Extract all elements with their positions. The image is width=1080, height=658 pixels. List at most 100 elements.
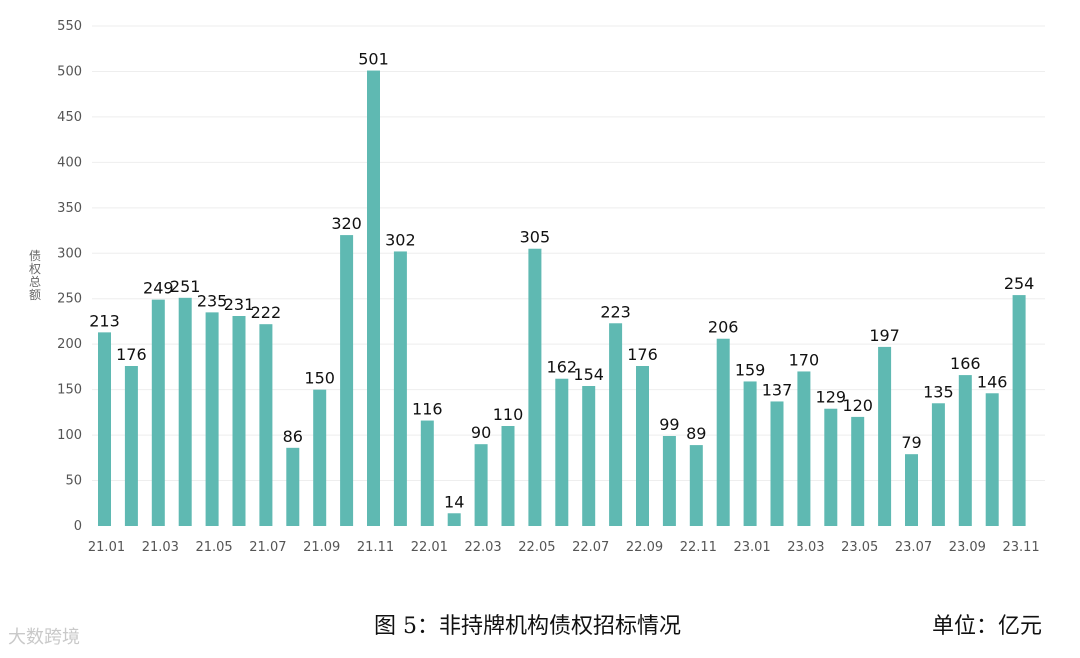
data-label: 213 [89, 311, 120, 330]
bar [98, 332, 111, 526]
bar [205, 312, 219, 526]
bar [770, 401, 784, 526]
data-label: 79 [901, 433, 921, 452]
data-label: 146 [977, 372, 1008, 391]
data-label: 154 [573, 365, 604, 384]
figure-caption: 图 5：非持牌机构债权招标情况 [374, 614, 681, 639]
x-tick-label: 22.05 [518, 540, 555, 555]
x-tick-label: 21.09 [303, 540, 340, 555]
data-label: 170 [789, 350, 820, 369]
data-label: 166 [950, 354, 981, 373]
x-tick-label: 21.03 [142, 540, 179, 555]
data-label: 231 [224, 295, 255, 314]
data-label: 99 [659, 415, 679, 434]
y-tick-label: 200 [57, 337, 82, 352]
data-label: 135 [923, 382, 954, 401]
data-label: 89 [686, 424, 706, 443]
bar [555, 378, 569, 526]
bar [474, 444, 488, 526]
data-label: 90 [471, 423, 491, 442]
bar [609, 323, 623, 526]
x-tick-label: 23.11 [1002, 540, 1039, 555]
bar [367, 70, 380, 526]
data-label: 159 [735, 360, 766, 379]
y-tick-label: 150 [57, 383, 82, 398]
data-label: 110 [493, 405, 524, 424]
bar [528, 248, 542, 526]
bar [958, 375, 972, 526]
x-tick-label: 23.07 [895, 540, 932, 555]
data-label: 254 [1004, 274, 1035, 293]
x-tick-label: 21.07 [249, 540, 286, 555]
data-label: 302 [385, 230, 416, 249]
bar [931, 403, 945, 526]
y-tick-label: 450 [57, 110, 82, 125]
data-label: 176 [116, 345, 147, 364]
bar [501, 426, 515, 526]
bar [447, 513, 461, 526]
x-tick-label: 23.01 [733, 540, 770, 555]
bar [151, 299, 165, 526]
data-label: 116 [412, 400, 443, 419]
unit-label: 单位：亿元 [932, 614, 1043, 639]
bar [743, 381, 757, 526]
bar [905, 454, 918, 526]
bar [797, 371, 811, 526]
y-tick-label: 250 [57, 292, 82, 307]
bar [1012, 295, 1026, 526]
x-tick-label: 21.05 [195, 540, 232, 555]
y-tick-label: 400 [57, 155, 82, 170]
x-tick-label: 22.09 [626, 540, 663, 555]
bar [716, 338, 730, 526]
x-tick-label: 22.01 [411, 540, 448, 555]
bar [232, 316, 246, 526]
data-label: 249 [143, 279, 174, 298]
x-tick-label: 22.11 [680, 540, 717, 555]
bar [582, 386, 596, 526]
data-label: 14 [444, 492, 464, 511]
x-tick-label: 23.03 [787, 540, 824, 555]
y-tick-label: 100 [57, 428, 82, 443]
data-label: 223 [600, 302, 631, 321]
x-tick-label: 22.07 [572, 540, 609, 555]
data-label: 251 [170, 277, 201, 296]
bar [420, 420, 434, 526]
y-tick-label: 0 [74, 519, 82, 534]
x-tick-label: 23.05 [841, 540, 878, 555]
bar [636, 366, 649, 526]
x-tick-label: 22.03 [464, 540, 501, 555]
y-tick-label: 350 [57, 201, 82, 216]
data-label: 129 [816, 388, 847, 407]
y-axis-label: 债权总额 [29, 249, 42, 302]
bar [824, 408, 838, 526]
y-tick-label: 300 [57, 246, 82, 261]
y-tick-label: 500 [57, 64, 82, 79]
bar [178, 297, 192, 526]
data-label: 206 [708, 318, 739, 337]
data-label: 197 [869, 326, 900, 345]
watermark: 大数跨境 [8, 627, 80, 648]
y-tick-label: 50 [65, 474, 82, 489]
bar [851, 416, 865, 526]
data-label: 305 [520, 228, 551, 247]
data-label: 162 [547, 358, 578, 377]
data-label: 320 [331, 214, 362, 233]
bar [878, 346, 892, 526]
bar [985, 393, 999, 526]
bar [662, 436, 676, 526]
bar-chart: 0 50 100 150 200 250 300 350 400 450 500 550 213 176… [57, 19, 1045, 555]
bar [286, 447, 300, 526]
bar [689, 445, 703, 526]
data-label: 137 [762, 380, 793, 399]
data-label: 501 [358, 50, 389, 69]
data-label: 120 [842, 396, 873, 415]
x-tick-label: 23.09 [949, 540, 986, 555]
y-tick-label: 550 [57, 19, 82, 34]
data-label: 235 [197, 291, 228, 310]
bar [259, 324, 273, 526]
bar [124, 366, 138, 526]
x-tick-label: 21.01 [88, 540, 125, 555]
bar [340, 235, 354, 526]
bar [393, 251, 407, 527]
bar [313, 389, 327, 526]
